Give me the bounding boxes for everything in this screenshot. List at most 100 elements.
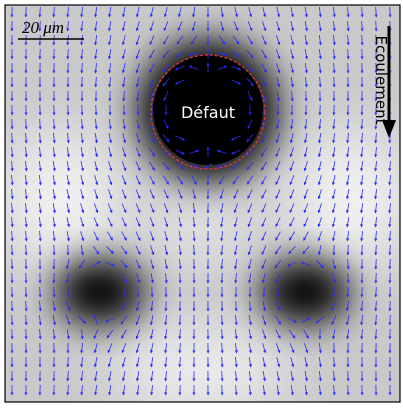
velocity-arrow <box>52 230 56 242</box>
velocity-arrow <box>233 217 238 228</box>
velocity-arrow <box>175 162 185 170</box>
velocity-arrow <box>274 259 282 269</box>
velocity-arrow <box>163 91 169 102</box>
velocity-arrow <box>93 357 98 368</box>
velocity-arrow <box>360 188 364 200</box>
velocity-arrow <box>275 273 281 283</box>
velocity-arrow <box>234 7 239 18</box>
velocity-arrow <box>318 76 322 88</box>
velocity-arrow <box>275 343 281 354</box>
velocity-arrow <box>360 300 364 312</box>
velocity-arrow <box>275 161 281 172</box>
velocity-arrow <box>10 258 14 270</box>
velocity-arrow <box>66 48 70 60</box>
velocity-arrow <box>248 384 252 396</box>
velocity-arrow <box>80 48 84 60</box>
velocity-arrow <box>93 314 98 325</box>
velocity-arrow <box>332 48 336 60</box>
velocity-arrow <box>38 230 42 242</box>
velocity-arrow <box>80 20 84 32</box>
velocity-arrow <box>106 246 114 254</box>
velocity-arrow <box>288 329 296 339</box>
velocity-arrow <box>331 203 336 214</box>
velocity-arrow <box>162 64 170 73</box>
velocity-arrow <box>135 175 141 186</box>
velocity-arrow <box>374 20 378 32</box>
velocity-arrow <box>66 384 70 396</box>
velocity-arrow <box>149 329 154 340</box>
velocity-arrow <box>24 160 28 172</box>
velocity-arrow <box>360 6 364 18</box>
velocity-arrow <box>135 21 140 32</box>
velocity-arrow <box>346 34 350 46</box>
velocity-arrow <box>275 49 281 60</box>
velocity-arrow <box>275 231 281 241</box>
velocity-arrow <box>66 370 70 382</box>
velocity-arrow <box>108 7 112 18</box>
velocity-arrow <box>302 245 310 255</box>
velocity-arrow <box>301 317 311 323</box>
velocity-arrow <box>108 384 112 396</box>
velocity-arrow <box>275 63 281 74</box>
velocity-arrow <box>122 133 127 144</box>
velocity-arrow <box>175 135 185 141</box>
velocity-arrow <box>94 371 98 382</box>
velocity-arrow <box>247 91 253 102</box>
velocity-arrow <box>135 217 141 228</box>
velocity-arrow <box>192 244 196 256</box>
velocity-arrow <box>276 371 281 382</box>
velocity-arrow <box>331 231 336 242</box>
velocity-arrow <box>135 161 141 172</box>
velocity-arrow <box>66 356 70 368</box>
velocity-arrow <box>24 244 28 256</box>
velocity-arrow <box>149 133 155 143</box>
velocity-arrow <box>177 7 182 18</box>
velocity-arrow <box>388 188 392 200</box>
velocity-arrow <box>52 216 56 228</box>
velocity-arrow <box>346 286 350 298</box>
velocity-arrow <box>94 175 99 186</box>
velocity-arrow <box>192 189 197 200</box>
velocity-arrow <box>94 48 98 60</box>
velocity-arrow <box>149 35 155 46</box>
velocity-arrow <box>80 203 85 214</box>
velocity-arrow <box>374 230 378 242</box>
velocity-arrow <box>248 315 252 326</box>
velocity-arrow <box>135 259 141 270</box>
velocity-arrow <box>24 174 28 186</box>
velocity-arrow <box>247 35 253 45</box>
velocity-arrow <box>135 357 140 368</box>
velocity-arrow <box>318 384 322 396</box>
velocity-arrow <box>248 300 252 312</box>
velocity-arrow <box>388 244 392 256</box>
velocity-arrow <box>105 262 116 267</box>
velocity-arrow <box>66 217 71 228</box>
velocity-arrow <box>360 328 364 340</box>
velocity-arrow <box>262 91 267 102</box>
velocity-arrow <box>38 314 42 326</box>
velocity-arrow <box>276 357 281 368</box>
velocity-arrow <box>135 7 140 18</box>
velocity-arrow <box>80 132 84 144</box>
velocity-arrow <box>262 301 267 312</box>
velocity-arrow <box>289 203 295 214</box>
velocity-arrow <box>163 175 169 185</box>
velocity-arrow <box>52 272 56 284</box>
velocity-arrow <box>234 342 238 354</box>
defect-outline <box>150 54 266 170</box>
velocity-arrow <box>80 6 84 18</box>
velocity-arrow <box>178 203 183 214</box>
velocity-arrow <box>345 189 350 200</box>
velocity-arrow <box>304 62 308 74</box>
velocity-arrow <box>304 49 308 60</box>
velocity-arrow <box>38 328 42 340</box>
velocity-arrow <box>108 147 113 158</box>
velocity-arrow <box>178 217 183 228</box>
velocity-arrow <box>290 21 295 32</box>
velocity-arrow <box>107 357 112 368</box>
velocity-arrow <box>304 384 308 396</box>
velocity-arrow <box>316 260 324 269</box>
velocity-arrow <box>24 286 28 298</box>
velocity-arrow <box>360 160 364 172</box>
